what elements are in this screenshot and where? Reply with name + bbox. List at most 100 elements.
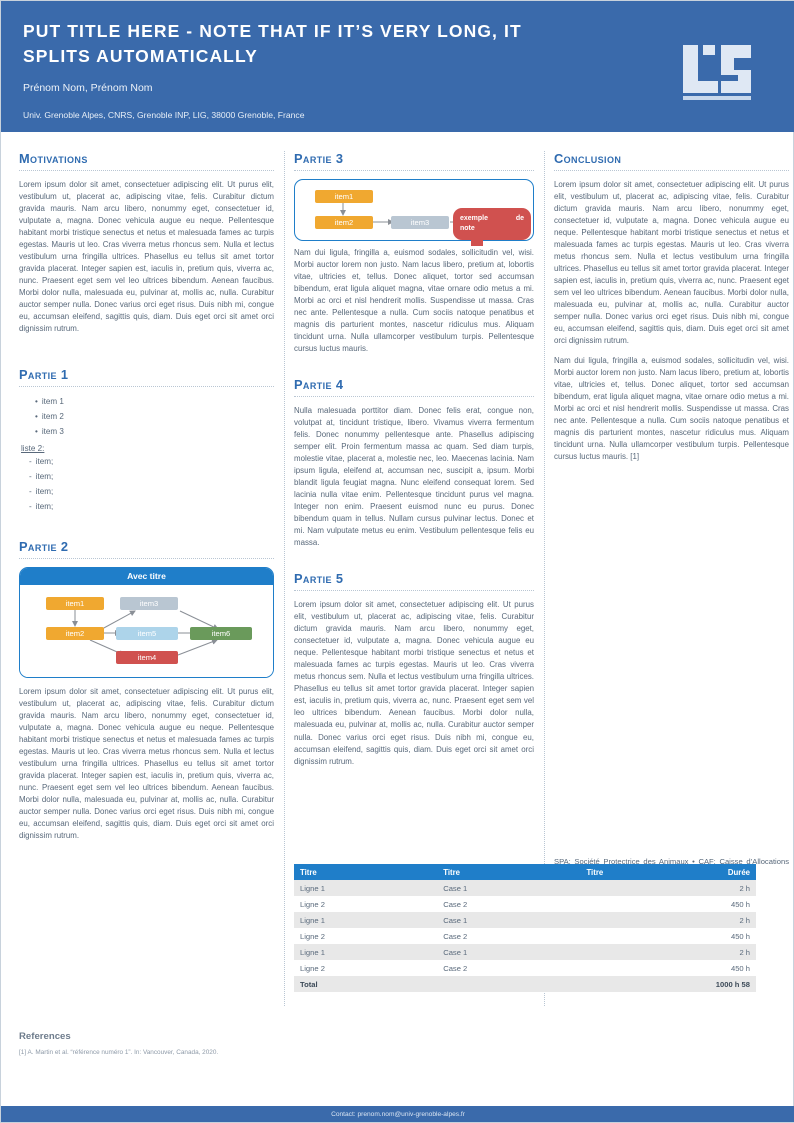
table-row: Ligne 2 Case 2 450 h [294,928,756,944]
cell [580,896,683,912]
heading-rule [294,590,534,592]
reference-item: [1] A. Martin et al. “référence numéro 1… [19,1049,219,1056]
cell: 450 h [682,896,756,912]
table-row: Ligne 1 Case 1 2 h [294,880,756,896]
cell: Ligne 1 [294,944,438,960]
graph-node-item4: item4 [116,650,178,664]
figure-body: item1 item3 item2 item5 item6 item4 [20,584,273,677]
cell: 1000 h 58 [682,976,756,992]
cell: Ligne 2 [294,960,438,976]
conclusion-paragraph-1: Lorem ipsum dolor sit amet, consectetuer… [554,180,789,346]
section-heading-partie3: Partie 3 [294,151,344,166]
section-heading-motivations: Motivations [19,151,88,166]
list-item: item 1 [35,395,274,410]
graph-node-item2: item2 [315,216,373,229]
conclusion-paragraph-2: Nam dui ligula, fringilla a, euismod sod… [554,356,789,462]
section-heading-partie5: Partie 5 [294,571,344,587]
table-row: Ligne 1 Case 1 2 h [294,944,756,960]
cell: Case 1 [437,880,581,896]
page-title: PUT TITLE HERE - NOTE THAT IF IT’S VERY … [23,21,522,66]
table-row: Ligne 2 Case 2 450 h [294,960,756,976]
cell [580,944,683,960]
partie1-bullet-list: item 1 item 2 item 3 [19,395,274,440]
heading-rule [19,386,274,388]
callout-text-left: exemple [460,215,489,222]
column-header-2: Titre [437,864,581,880]
column-header-4: Durée [682,864,756,880]
cell: 450 h [682,960,756,976]
cell: Case 2 [437,928,581,944]
cell: Case 2 [437,896,581,912]
author-list: Prénom Nom, Prénom Nom [23,81,153,94]
cell: 2 h [682,944,756,960]
poster-footer: Contact: prenom.nom@univ-grenoble-alpes.… [1,1106,794,1122]
partie2-paragraph: Lorem ipsum dolor sit amet, consectetuer… [19,686,274,841]
section-heading-partie1: Partie 1 [19,367,69,383]
cell: Case 1 [437,944,581,960]
cell: 2 h [682,912,756,928]
cell [580,928,683,944]
callout-text-right: de [515,215,524,222]
section-heading-conclusion: Conclusion [554,151,622,166]
cell: Ligne 2 [294,928,438,944]
figure-partie3: item1 item2 item3 exemple de note [294,179,534,246]
cell: Ligne 1 [294,912,438,928]
list-item: item 3 [35,425,274,440]
list-item: item; [29,500,274,515]
cell [580,960,683,976]
cell [580,976,683,992]
figure-avec-titre: Avec titre [19,566,274,678]
middle-column: Partie 3 item1 item2 item3 exemple [294,151,534,776]
list-item: item; [29,470,274,485]
callout-note-bubble: exemple de note [453,208,531,241]
heading-rule [294,170,534,171]
motivations-paragraph: Lorem ipsum dolor sit amet, consectetuer… [19,180,274,334]
graph-node-item1: item1 [315,190,373,203]
cell: 450 h [682,928,756,944]
cell: 2 h [682,880,756,896]
cell: Ligne 1 [294,880,438,896]
contact-email: Contact: prenom.nom@univ-grenoble-alpes.… [331,1110,465,1118]
graph-node-item1: item1 [46,596,104,610]
table-total-row: Total 1000 h 58 [294,976,756,992]
references-block: References [1] A. Martin et al. “référen… [19,1031,439,1056]
cell: Ligne 2 [294,896,438,912]
references-heading: References [19,1031,71,1042]
graph-node-item6: item6 [190,626,252,640]
graph-node-item5: item5 [116,626,178,640]
affiliation-line: Univ. Grenoble Alpes, CNRS, Grenoble INP… [23,109,305,120]
cell: Total [294,976,438,992]
graph-node-item3: item3 [120,596,178,610]
graph-node-item3: item3 [391,216,449,229]
liste2-label: liste 2: [21,444,45,454]
figure-title: Avec titre [20,567,273,585]
heading-rule [19,557,274,559]
heading-rule [19,170,274,171]
lig-logo [681,43,753,103]
results-table: Titre Titre Titre Durée Ligne 1 Case 1 2… [294,864,756,992]
cell [580,880,683,896]
section-heading-partie2: Partie 2 [19,538,69,554]
column-header-1: Titre [294,864,438,880]
cell [580,912,683,928]
heading-rule [554,170,789,171]
partie1-dash-list: item; item; item; item; [19,455,274,515]
partie5-paragraph: Lorem ipsum dolor sit amet, consectetuer… [294,600,534,766]
table-row: Ligne 1 Case 1 2 h [294,912,756,928]
graph-node-item2: item2 [46,626,104,640]
heading-rule [294,396,534,398]
partie3-paragraph: Nam dui ligula, fringilla a, euismod sod… [294,248,534,354]
cell [437,976,581,992]
cell: Case 2 [437,960,581,976]
partie4-paragraph: Nulla malesuada porttitor diam. Donec fe… [294,406,534,548]
callout-text-line2: note [460,225,475,233]
list-item: item; [29,455,274,470]
list-item: item 2 [35,410,274,425]
column-divider-1 [284,151,285,1006]
poster-header: PUT TITLE HERE - NOTE THAT IF IT’S VERY … [1,1,794,132]
table-header-row: Titre Titre Titre Durée [294,864,756,880]
cell: Case 1 [437,912,581,928]
column-header-3: Titre [580,864,683,880]
section-heading-partie4: Partie 4 [294,377,344,393]
